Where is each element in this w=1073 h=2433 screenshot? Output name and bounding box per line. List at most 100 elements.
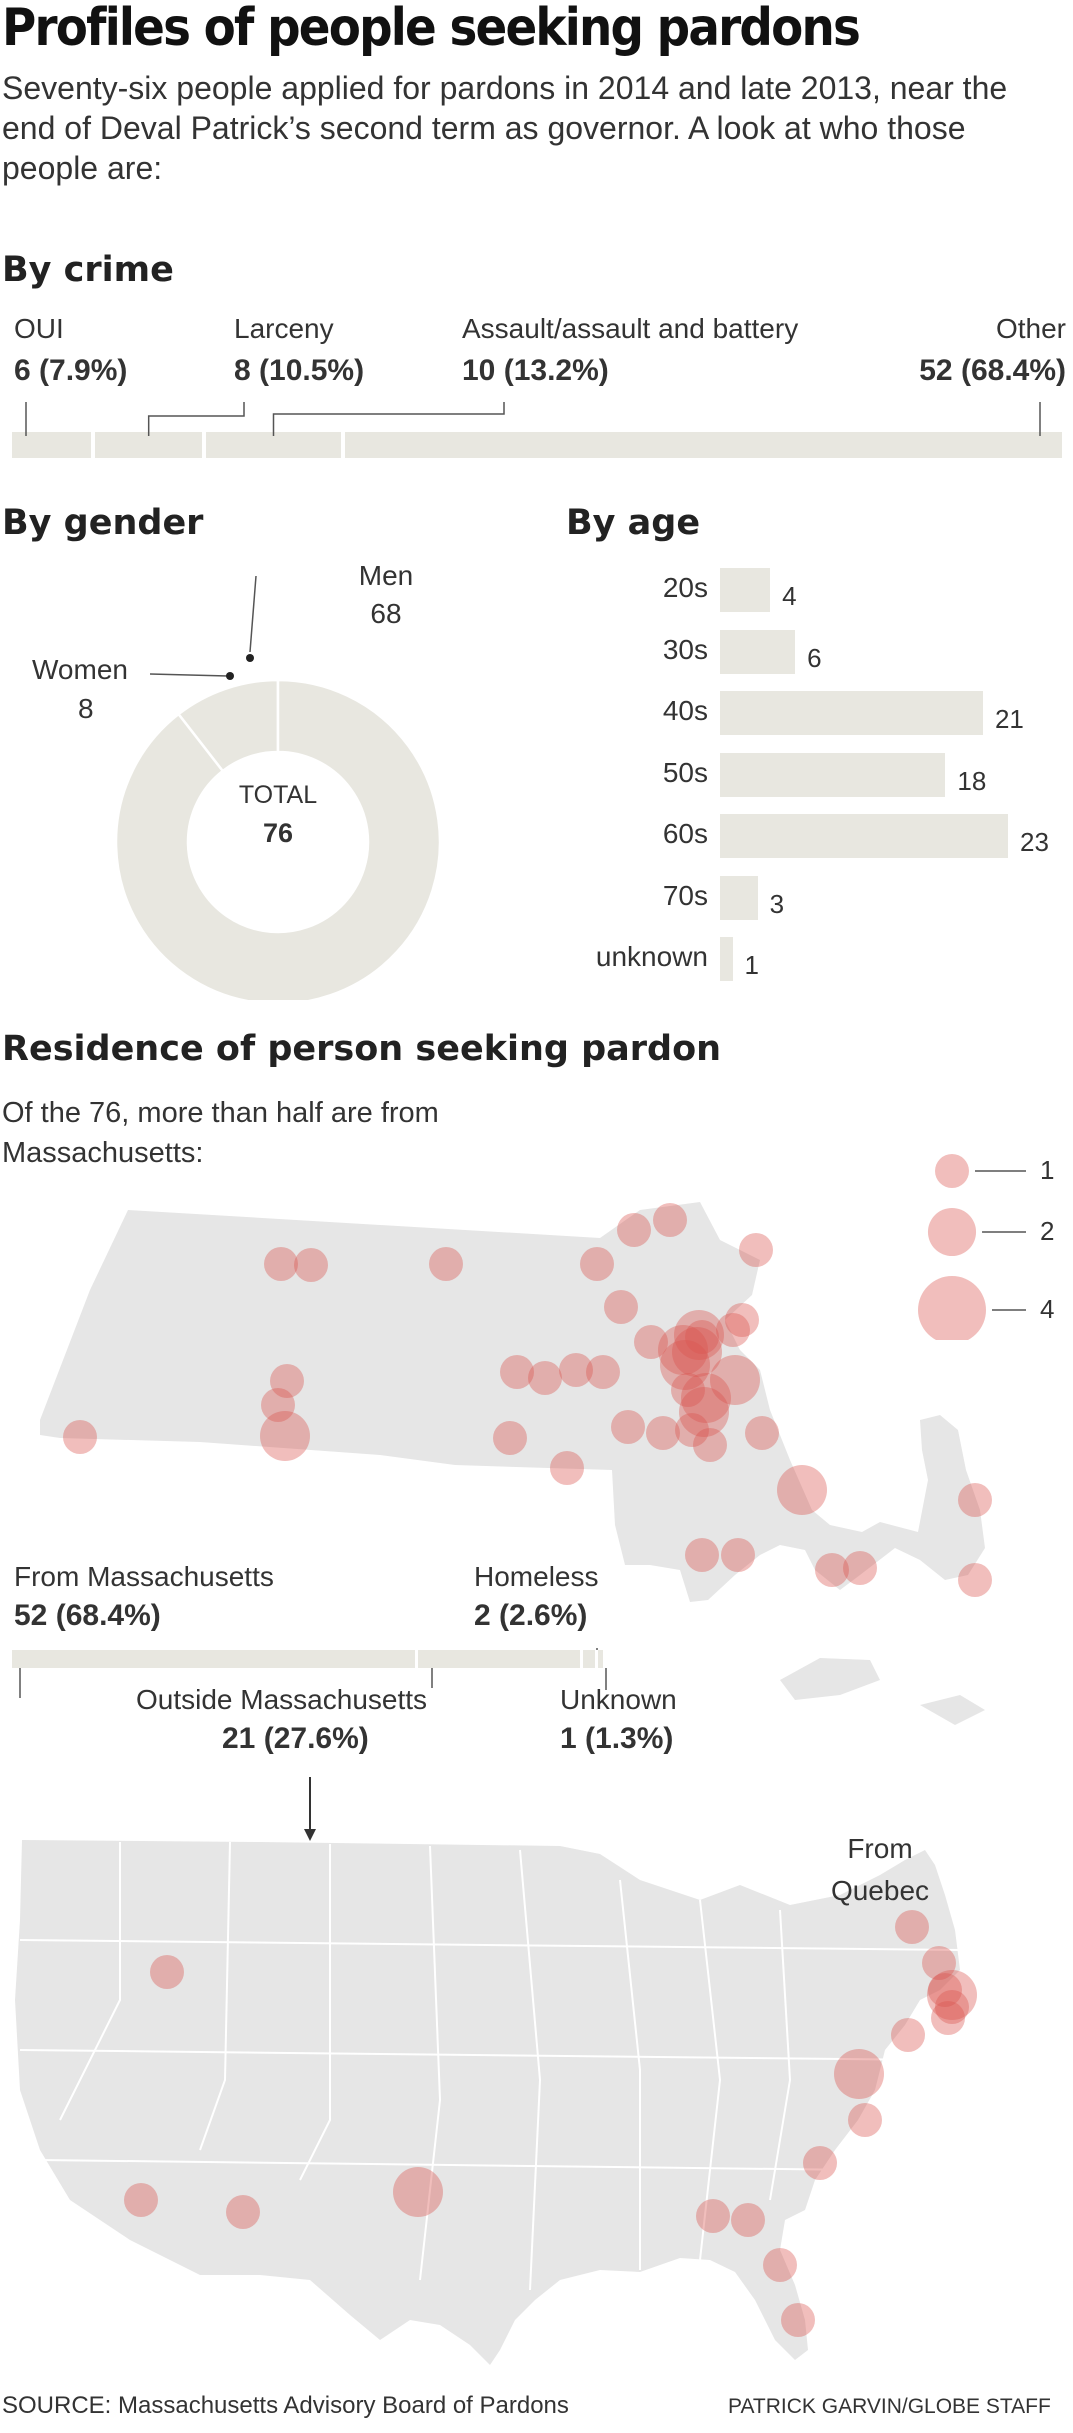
crime-stacked-bar bbox=[12, 432, 1066, 458]
residence-subtitle: Of the 76, more than half are from Massa… bbox=[2, 1097, 439, 1169]
age-bar-3 bbox=[720, 752, 946, 797]
us-bubble-3 bbox=[393, 2167, 443, 2217]
age-value-1: 6 bbox=[807, 642, 822, 673]
bubble-size-legend bbox=[918, 1154, 1026, 1340]
age-value-2: 21 bbox=[994, 704, 1024, 734]
age-chart-title: By age bbox=[566, 503, 701, 543]
us-bubble-8 bbox=[935, 1990, 969, 2024]
age-bar-4 bbox=[720, 814, 1008, 858]
crime-value-3: 52 (68.4%) bbox=[919, 354, 1066, 387]
ma-bubble-12 bbox=[580, 1247, 614, 1281]
ma-bubble-21 bbox=[660, 1340, 710, 1390]
ma-bubble-32 bbox=[693, 1428, 727, 1462]
women-leader-dot bbox=[226, 672, 234, 680]
legend-label-0: 1 bbox=[1040, 1155, 1055, 1185]
crime-leader-lines bbox=[25, 402, 1041, 436]
residence-leader-lines bbox=[19, 1648, 607, 1698]
ma-bubble-28 bbox=[675, 1413, 709, 1447]
residence-stacked-bar bbox=[12, 1650, 606, 1668]
us-bubble-13 bbox=[803, 2146, 837, 2180]
crime-leader-1 bbox=[147, 402, 245, 436]
ma-bubble-1 bbox=[264, 1247, 298, 1281]
ma-bubble-4 bbox=[270, 1364, 304, 1398]
crime-label-2: Assault/assault and battery bbox=[462, 313, 799, 344]
us-map bbox=[15, 1840, 961, 2365]
intro-text: Seventy-six people applied for pardons i… bbox=[2, 70, 1008, 186]
age-value-3: 18 bbox=[957, 765, 987, 796]
crime-value-1: 8 (10.5%) bbox=[234, 354, 365, 387]
gender-label-men: Men bbox=[358, 560, 414, 591]
residence-value-homeless: 2 (2.6%) bbox=[474, 1599, 588, 1632]
ma-bubble-8 bbox=[528, 1361, 562, 1395]
ma-bubble-3 bbox=[429, 1247, 463, 1281]
ma-bubble-23 bbox=[716, 1313, 750, 1347]
massachusetts-bubbles bbox=[63, 1203, 992, 1597]
us-bubble-17 bbox=[781, 2303, 815, 2337]
us-bubble-0 bbox=[150, 1955, 184, 1989]
donut-center-total: 76 bbox=[262, 818, 294, 848]
us-bubble-2 bbox=[226, 2195, 260, 2229]
us-bubble-16 bbox=[763, 2248, 797, 2282]
ma-bubble-10 bbox=[500, 1355, 534, 1389]
crime-segment-2 bbox=[206, 432, 341, 458]
residence-segment-2 bbox=[582, 1650, 596, 1668]
age-label-6: unknown bbox=[595, 941, 708, 972]
crime-value-2: 10 (13.2%) bbox=[462, 354, 609, 387]
age-label-2: 40s bbox=[662, 695, 708, 726]
massachusetts-map bbox=[40, 1202, 985, 1725]
crime-segment-0 bbox=[12, 432, 92, 458]
ma-bubble-15 bbox=[604, 1290, 638, 1324]
residence-label-ma: From Massachusetts bbox=[14, 1561, 274, 1592]
arrow-to-us-map bbox=[304, 1777, 316, 1841]
us-shape bbox=[15, 1840, 960, 2365]
age-value-5: 3 bbox=[769, 888, 785, 919]
staff-credit: PATRICK GARVIN/GLOBE STAFF bbox=[728, 2395, 1051, 2418]
residence-title: Residence of person seeking pardon bbox=[2, 1029, 722, 1069]
us-bubble-10 bbox=[891, 2018, 925, 2052]
residence-segment-0 bbox=[12, 1650, 416, 1668]
crime-value-0: 6 (7.9%) bbox=[14, 354, 128, 387]
us-bubble-9 bbox=[931, 2001, 965, 2035]
crime-chart-title: By crime bbox=[2, 250, 174, 290]
ma-bubble-19 bbox=[674, 1310, 724, 1360]
age-label-0: 20s bbox=[662, 572, 708, 603]
ma-bubble-38 bbox=[815, 1553, 849, 1587]
ma-bubble-7 bbox=[493, 1421, 527, 1455]
crime-label-3: Other bbox=[995, 313, 1066, 344]
ma-bubble-40 bbox=[958, 1483, 992, 1517]
ma-bubble-13 bbox=[617, 1213, 651, 1247]
ma-bubble-9 bbox=[559, 1353, 593, 1387]
state-borders bbox=[19, 1841, 961, 2291]
page-title: Profiles of people seeking pardons bbox=[2, 0, 861, 58]
ma-bubble-31 bbox=[710, 1355, 760, 1405]
us-bubble-14 bbox=[696, 2199, 730, 2233]
crime-segment-3 bbox=[344, 432, 1062, 458]
ma-bubble-16 bbox=[634, 1325, 668, 1359]
residence-segment-1 bbox=[418, 1650, 580, 1668]
residence-value-outside: 21 (27.6%) bbox=[222, 1722, 369, 1755]
us-bubble-7 bbox=[927, 1970, 977, 2020]
age-label-1: 30s bbox=[662, 633, 708, 665]
us-bubble-6 bbox=[928, 1973, 962, 2007]
marthas-vineyard bbox=[780, 1658, 880, 1700]
ma-bubble-41 bbox=[958, 1563, 992, 1597]
age-value-4: 23 bbox=[1020, 827, 1049, 857]
crime-segment-1 bbox=[95, 432, 203, 458]
residence-segment-3 bbox=[598, 1650, 603, 1668]
ma-bubble-24 bbox=[725, 1303, 759, 1337]
residence-value-unknown: 1 (1.3%) bbox=[560, 1722, 674, 1755]
age-value-0: 4 bbox=[782, 581, 797, 611]
ma-bubble-11 bbox=[586, 1355, 620, 1389]
ma-bubble-29 bbox=[681, 1373, 731, 1423]
crime-label-0: OUI bbox=[14, 313, 64, 344]
ma-bubble-20 bbox=[672, 1327, 722, 1377]
ma-bubble-5 bbox=[261, 1388, 295, 1422]
ma-bubble-35 bbox=[550, 1451, 584, 1485]
age-label-5: 70s bbox=[662, 879, 708, 911]
ma-bubble-36 bbox=[685, 1538, 719, 1572]
us-bubble-5 bbox=[922, 1946, 956, 1980]
legend-label-1: 2 bbox=[1040, 1216, 1055, 1246]
ma-bubble-33 bbox=[745, 1416, 779, 1450]
ma-bubble-27 bbox=[646, 1416, 680, 1450]
gender-label-women: Women bbox=[32, 654, 128, 685]
